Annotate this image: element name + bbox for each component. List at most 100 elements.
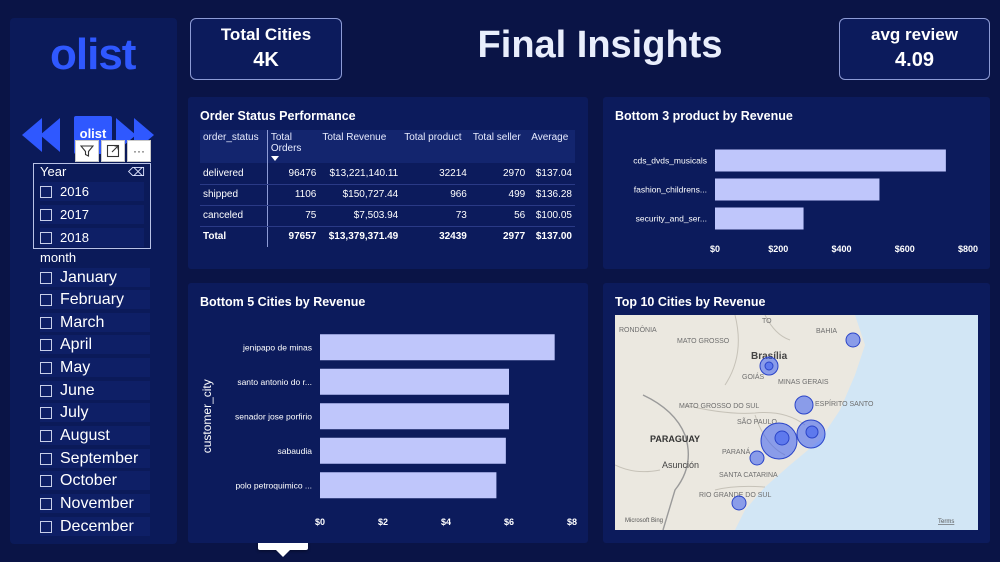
olist-logo: olist xyxy=(50,30,136,79)
map-label: SANTA CATARINA xyxy=(719,472,778,479)
checkbox[interactable] xyxy=(40,474,52,487)
column-header[interactable]: Total Orders xyxy=(267,130,320,163)
column-header[interactable]: Total seller xyxy=(469,130,529,163)
kpi-value: 4.09 xyxy=(895,49,934,71)
year-option[interactable]: 2017 xyxy=(40,205,144,224)
month-option[interactable]: October xyxy=(40,471,150,490)
table-row[interactable]: delivered 96476 $13,221,140.11 32214 297… xyxy=(200,163,575,185)
tick-label: $800 xyxy=(958,244,978,254)
checkbox[interactable] xyxy=(40,293,52,306)
tick-label: $6 xyxy=(504,517,514,527)
month-option[interactable]: August xyxy=(40,426,150,445)
checkbox[interactable] xyxy=(40,338,52,351)
map-terms-link: Terms xyxy=(938,519,954,525)
top10-cities-map[interactable]: RONDÔNIA MATO GROSSO TO BAHIA Brasília G… xyxy=(615,315,978,530)
bar[interactable] xyxy=(320,437,506,464)
tick-label: $8 xyxy=(567,517,577,527)
map-attribution: Microsoft Bing xyxy=(625,518,663,524)
back-arrow-icon[interactable] xyxy=(40,118,60,152)
tick-label: $600 xyxy=(895,244,915,254)
checkbox[interactable] xyxy=(40,231,52,244)
table-total-row: Total 97657 $13,379,371.49 32439 2977 $1… xyxy=(200,226,575,247)
kpi-value: 4K xyxy=(253,49,279,71)
checkbox[interactable] xyxy=(40,384,52,397)
bar[interactable] xyxy=(320,334,555,361)
order-status-table: order_status Total Orders Total Revenue … xyxy=(200,130,575,247)
map-label: GOIÁS xyxy=(742,372,765,381)
column-header[interactable]: Total Revenue xyxy=(319,130,402,163)
month-option[interactable]: April xyxy=(40,335,150,354)
checkbox[interactable] xyxy=(40,520,52,533)
checkbox[interactable] xyxy=(40,452,52,465)
month-option[interactable]: December xyxy=(40,517,150,536)
bar[interactable] xyxy=(320,368,509,395)
bar[interactable] xyxy=(715,178,880,201)
map-label: MATO GROSSO DO SUL xyxy=(679,403,759,410)
checkbox[interactable] xyxy=(40,271,52,284)
checkbox[interactable] xyxy=(40,208,52,221)
filter-icon[interactable] xyxy=(75,140,99,162)
month-option[interactable]: July xyxy=(40,403,150,422)
month-option[interactable]: February xyxy=(40,290,150,309)
kpi-total-cities: Total Cities 4K xyxy=(190,18,342,80)
checkbox[interactable] xyxy=(40,497,52,510)
month-option[interactable]: March xyxy=(40,313,150,332)
category-label: sabaudia xyxy=(277,446,312,456)
back-arrow-icon[interactable] xyxy=(22,118,42,152)
map-label: PARAGUAY xyxy=(650,434,700,444)
bottom5-bar-chart: jenipapo de minas santo antonio do r... se… xyxy=(200,334,577,527)
map-label: Asunción xyxy=(662,460,699,470)
tick-label: $0 xyxy=(315,517,325,527)
bar[interactable] xyxy=(320,403,509,430)
month-option[interactable]: November xyxy=(40,494,150,513)
category-label: fashion_childrens... xyxy=(634,185,707,195)
year-option[interactable]: 2016 xyxy=(40,182,144,201)
bottom3-bar-chart: cds_dvds_musicals fashion_childrens...sec… xyxy=(633,149,978,254)
bar[interactable] xyxy=(715,207,804,230)
checkbox[interactable] xyxy=(40,429,52,442)
bottom3-products-card: Bottom 3 product by Revenue cds_dvds_mus… xyxy=(603,97,990,269)
month-option[interactable]: June xyxy=(40,381,150,400)
column-header[interactable]: Average xyxy=(528,130,575,163)
month-slicer-title: month xyxy=(40,250,77,265)
bar[interactable] xyxy=(715,149,946,172)
checkbox[interactable] xyxy=(40,185,52,198)
map-label: PARANÁ xyxy=(722,447,751,456)
tick-label: $2 xyxy=(378,517,388,527)
map-label: RONDÔNIA xyxy=(619,325,657,334)
map-label: TO xyxy=(762,318,772,325)
map-label: SÃO PAULO xyxy=(737,417,777,426)
table-row[interactable]: shipped 1106 $150,727.44 966 499 $136.28 xyxy=(200,184,575,206)
kpi-avg-review: avg review 4.09 xyxy=(839,18,990,80)
tick-label: $200 xyxy=(768,244,788,254)
tick-label: $4 xyxy=(441,517,451,527)
focus-mode-icon[interactable] xyxy=(101,140,125,162)
map-label: ESPÍRITO SANTO xyxy=(815,399,874,408)
city-bubble xyxy=(749,450,765,466)
kpi-title: avg review xyxy=(871,25,958,44)
bottom5-cities-card: Bottom 5 Cities by Revenue jenipapo de m… xyxy=(188,283,588,543)
eraser-icon[interactable]: ⌫ xyxy=(128,165,145,179)
month-option[interactable]: January xyxy=(40,268,150,287)
checkbox[interactable] xyxy=(40,406,52,419)
month-option[interactable]: September xyxy=(40,449,150,468)
city-bubble xyxy=(764,361,774,371)
category-label: polo petroquimico ... xyxy=(235,480,312,490)
map-label: BAHIA xyxy=(816,328,837,335)
month-option[interactable]: May xyxy=(40,358,150,377)
more-options-icon[interactable]: ··· xyxy=(127,140,151,162)
table-row[interactable]: canceled 75 $7,503.94 73 56 $100.05 xyxy=(200,205,575,227)
axis-label: customer_city xyxy=(200,379,214,453)
column-header[interactable]: Total product xyxy=(401,130,470,163)
year-option[interactable]: 2018 xyxy=(40,228,144,247)
city-bubble xyxy=(805,425,819,439)
card-title: Bottom 3 product by Revenue xyxy=(615,109,793,123)
column-header[interactable]: order_status xyxy=(200,130,268,163)
visual-header-toolbar: ··· xyxy=(75,140,151,162)
bar[interactable] xyxy=(320,472,497,499)
map-label: MINAS GERAIS xyxy=(778,379,829,386)
checkbox[interactable] xyxy=(40,361,52,374)
category-label: senador jose porfirio xyxy=(235,411,312,421)
checkbox[interactable] xyxy=(40,316,52,329)
map-label: Brasília xyxy=(751,351,788,362)
